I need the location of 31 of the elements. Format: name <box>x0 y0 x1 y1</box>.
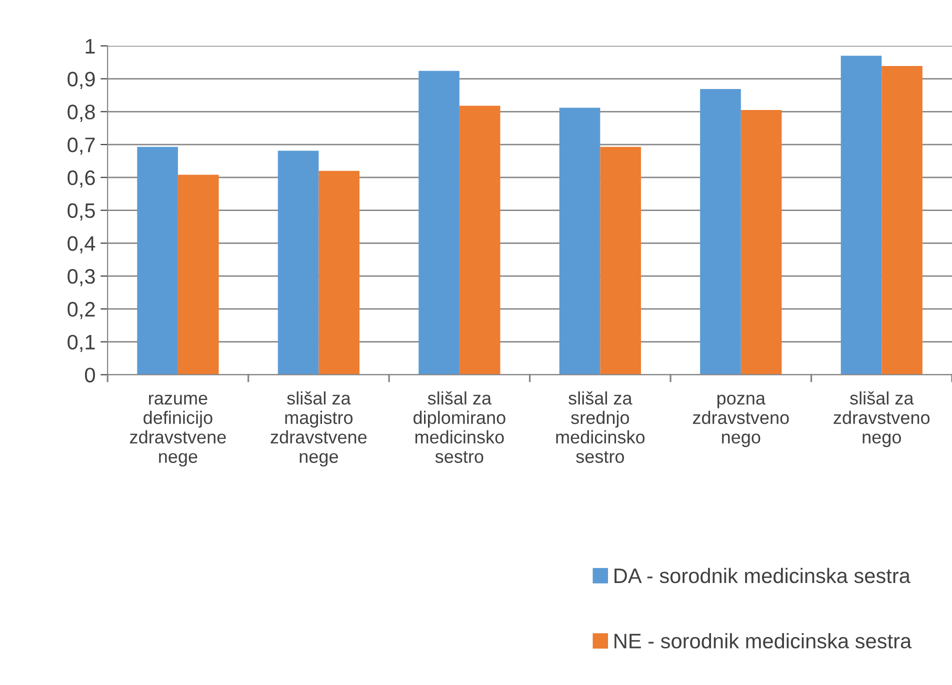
bar <box>700 88 741 375</box>
y-tick-label: 1 <box>86 39 95 54</box>
y-tick-label: 0,5 <box>68 203 95 221</box>
x-tick-label: pozna zdravstveno nego <box>692 394 789 448</box>
legend-label: DA - sorodnik medicinska sestra <box>614 568 910 584</box>
bar <box>278 150 319 375</box>
y-tick-label: 0,4 <box>68 236 96 254</box>
bar <box>418 70 460 375</box>
x-tick-label: slišal za diplomirano medicinsko sestro <box>414 391 506 463</box>
y-tick-label: 0,1 <box>68 334 95 352</box>
y-tick-label: 0,2 <box>68 302 95 320</box>
bar <box>882 66 922 375</box>
x-tick-label: slišal za magistro zdravstvene nege <box>270 391 367 467</box>
bar <box>178 174 219 375</box>
y-tick-label: 0,9 <box>68 72 95 89</box>
y-tick-label: 0,3 <box>68 269 95 286</box>
legend-label: NE - sorodnik medicinska sestra <box>614 633 912 648</box>
y-tick-label: 0,6 <box>68 170 95 188</box>
bar <box>559 108 600 375</box>
bar <box>318 170 360 375</box>
bar <box>840 56 882 375</box>
x-tick-label: razume definicijo zdravstvene nege <box>130 394 226 467</box>
x-tick-label: slišal za zdravstveno nego <box>834 391 930 448</box>
bar <box>740 110 782 375</box>
y-tick-label: 0,8 <box>68 104 95 122</box>
bar <box>600 146 641 375</box>
y-tick-label: 0,7 <box>68 138 95 155</box>
bar <box>137 146 178 375</box>
x-tick-label: slišal za srednjo medicinsko sestro <box>556 391 645 463</box>
y-tick-label: 0 <box>85 368 95 382</box>
bar <box>459 106 500 375</box>
